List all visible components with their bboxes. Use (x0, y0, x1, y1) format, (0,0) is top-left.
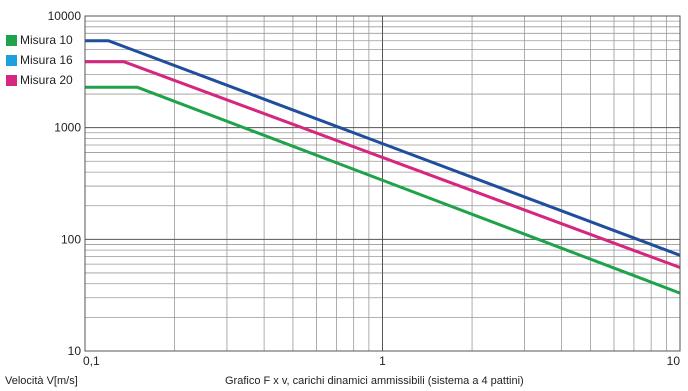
x-tick-label: 0,1 (83, 354, 100, 368)
series-layer (85, 39, 681, 295)
x-axis-label: Velocità V[m/s] (5, 375, 78, 387)
series-line-1 (85, 39, 681, 257)
legend-item-1: Misura 16 (6, 50, 73, 70)
plot-frame (84, 15, 681, 352)
y-tick-label: 10000 (48, 9, 82, 23)
x-tick-label: 10 (667, 354, 681, 368)
series-line-2 (85, 60, 681, 269)
y-tick-label: 10 (68, 344, 82, 358)
chart-caption: Grafico F x v, carichi dinamici ammissib… (225, 375, 524, 387)
legend-label-2: Misura 20 (20, 73, 73, 87)
legend-item-0: Misura 10 (6, 30, 73, 50)
legend-swatch-0 (6, 34, 17, 46)
x-tick-label: 1 (379, 354, 386, 368)
y-tick-label: 100 (61, 232, 81, 246)
y-tick-label: 1000 (54, 121, 81, 135)
legend-label-1: Misura 16 (20, 53, 73, 67)
legend-label-0: Misura 10 (20, 33, 73, 47)
legend: Misura 10 Misura 16 Misura 20 (6, 30, 73, 90)
legend-item-2: Misura 20 (6, 70, 73, 90)
series-line-0 (85, 85, 681, 295)
legend-swatch-2 (6, 74, 17, 86)
legend-swatch-1 (6, 54, 17, 66)
